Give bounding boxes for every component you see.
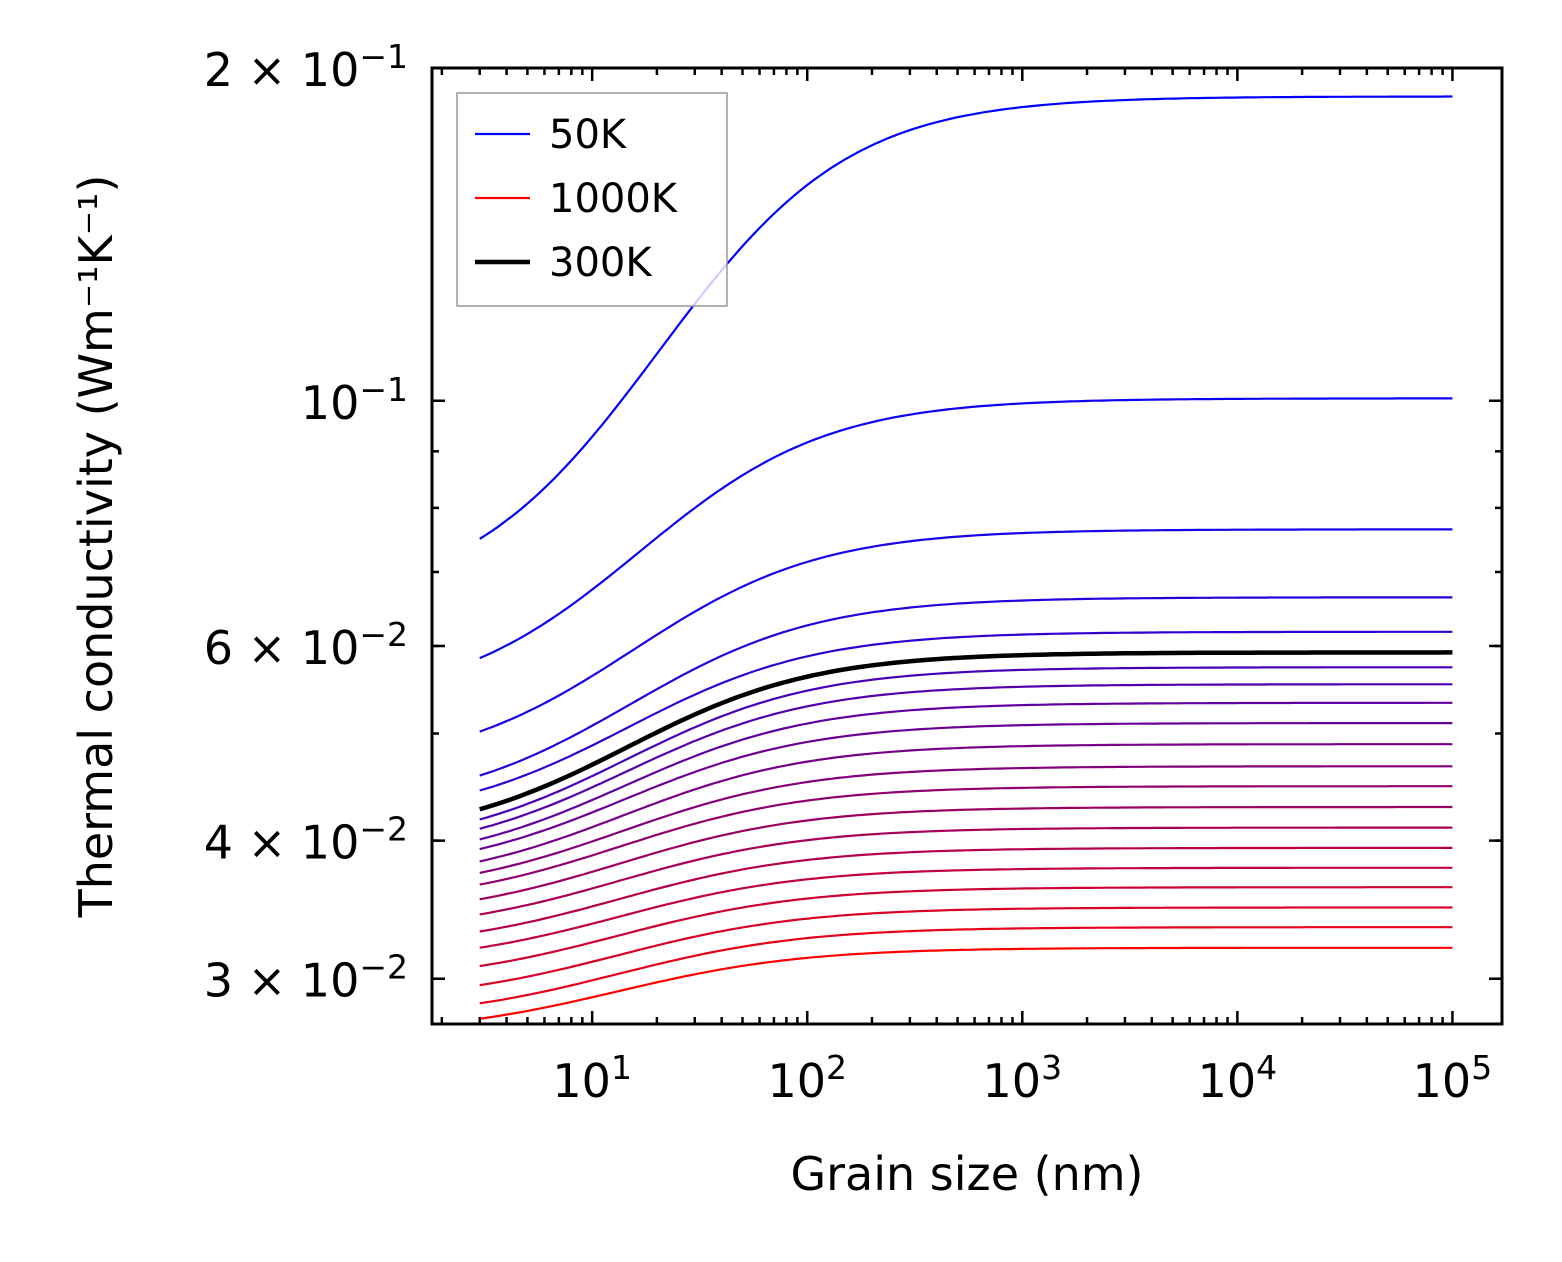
legend: 50K 1000K 300K: [456, 92, 728, 307]
x-tick-label: 105: [1413, 1048, 1493, 1108]
legend-label-50K: 50K: [549, 112, 628, 158]
series-line-250K: [479, 630, 1453, 792]
series-line-900K: [479, 886, 1453, 968]
x-tick-label: 104: [1198, 1048, 1278, 1108]
series-line-750K: [479, 826, 1453, 916]
y-tick-label: 4 × 10−2: [204, 810, 408, 870]
series-line-450K: [479, 701, 1453, 841]
series-line-850K: [479, 866, 1453, 949]
series-line-100K: [479, 397, 1453, 660]
y-tick-label: 10−1: [301, 370, 408, 430]
series-line-50K: [479, 95, 1453, 540]
y-tick-label: 3 × 10−2: [204, 948, 408, 1008]
x-tick-label: 102: [767, 1048, 847, 1108]
y-tick-label: 6 × 10−2: [204, 615, 408, 675]
series-line-600K: [479, 765, 1453, 874]
series-line-400K: [479, 683, 1453, 830]
plot-frame: [430, 66, 1504, 1026]
series-line-700K: [479, 805, 1453, 901]
series-layer: [479, 95, 1453, 1020]
series-line-800K: [479, 846, 1453, 933]
x-tick-label: 103: [983, 1048, 1063, 1108]
series-line-650K: [479, 785, 1453, 886]
y-axis-title: Thermal conductivity (Wm⁻¹K⁻¹): [69, 175, 123, 919]
legend-box: [456, 92, 728, 307]
series-line-200K: [479, 596, 1453, 777]
x-tick-label: 101: [552, 1048, 632, 1108]
series-line-550K: [479, 743, 1453, 863]
legend-label-300K: 300K: [549, 240, 653, 286]
x-axis-title: Grain size (nm): [791, 1147, 1144, 1201]
series-line-975K: [479, 926, 1453, 1005]
series-line-950K: [479, 906, 1453, 987]
series-line-300K: [479, 650, 1453, 812]
series-line-150K: [479, 528, 1453, 733]
series-line-500K: [479, 721, 1453, 851]
series-line-1000K: [479, 946, 1453, 1020]
label-layer: 101 102 103 104 105 2 × 10−1 10−1 6 × 10−2 4 × 1…: [204, 37, 1492, 1108]
series-line-350K: [479, 666, 1453, 821]
legend-label-1000K: 1000K: [549, 176, 679, 222]
y-tick-label: 2 × 10−1: [204, 37, 408, 97]
